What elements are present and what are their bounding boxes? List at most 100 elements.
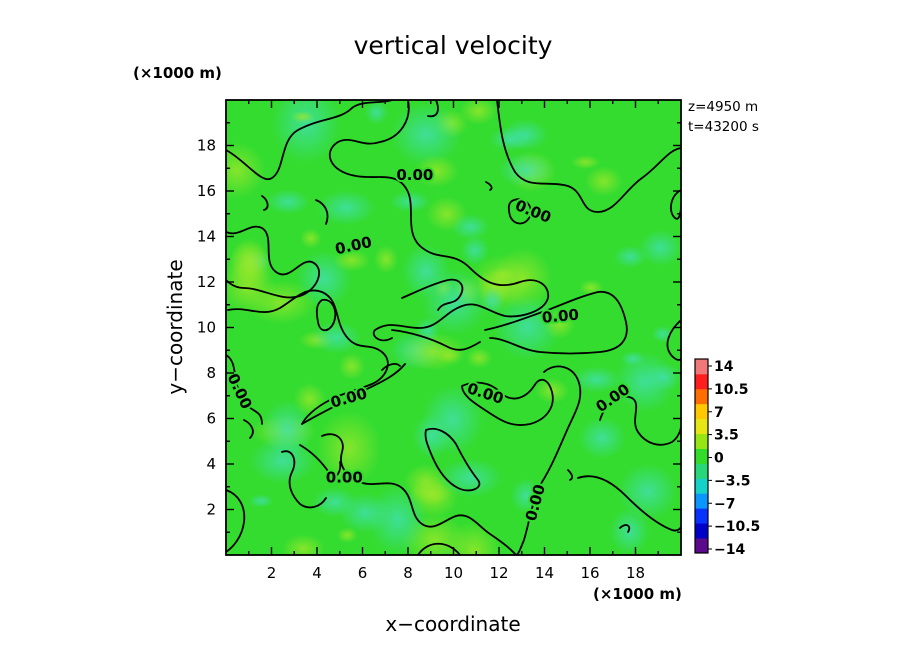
colorbar-segment (695, 388, 708, 405)
heatmap-blob (571, 155, 600, 170)
y-tick-label: 18 (197, 137, 216, 155)
heatmap-blob (400, 332, 467, 371)
contour-line (401, 278, 464, 311)
y-tick-label: 10 (197, 319, 216, 337)
contour-line (567, 469, 574, 481)
contour-line (417, 542, 461, 555)
heatmap-blob (290, 110, 315, 124)
x-tick-label: 2 (267, 564, 277, 582)
heatmap-blob (300, 228, 322, 249)
contour-line (485, 181, 493, 191)
colorbar-tick-label: 3.5 (714, 428, 739, 444)
heatmap-blob (230, 237, 269, 283)
heatmap-blob (466, 347, 493, 369)
zero-contours (226, 100, 681, 555)
heatmap-blob (543, 308, 576, 339)
heatmap-blob (337, 527, 358, 543)
colorbar-segment (695, 538, 708, 554)
heatmap-blob (373, 245, 399, 274)
heatmap-blob (364, 100, 388, 125)
heatmap-blob (421, 385, 483, 455)
heatmap-blob (572, 366, 621, 393)
heatmap-blob (493, 247, 553, 309)
heatmap-blob (413, 155, 460, 188)
heatmap-blob (226, 142, 266, 199)
y-tick-label: 16 (197, 182, 216, 200)
contour-line (226, 100, 393, 181)
contour-line (226, 225, 320, 299)
colorbar-tick-label: 0 (714, 451, 724, 467)
contour-line (226, 489, 246, 553)
colorbar-tick-label: 7 (714, 405, 724, 421)
heatmap-blob (491, 267, 516, 283)
contour-label: 0.00 (396, 166, 433, 184)
heatmap-blob (489, 127, 531, 152)
info-time: t=43200 s (688, 119, 759, 135)
colorbar-segment (695, 448, 708, 464)
x-axis-title: x−coordinate (385, 612, 520, 636)
heatmap-blob (266, 189, 310, 215)
y-tick-label: 14 (197, 228, 216, 246)
heatmap-blob (333, 249, 370, 272)
x-tick-label: 4 (312, 564, 322, 582)
heatmap-blob (644, 363, 681, 391)
contour-line (315, 298, 337, 332)
colorbar-segment (695, 523, 708, 539)
contour-line (301, 363, 406, 425)
y-tick-label: 6 (206, 410, 216, 428)
contour-line (484, 291, 628, 355)
x-tick-label: 8 (403, 564, 413, 582)
contour-line (577, 475, 681, 532)
x-tick-label: 18 (626, 564, 645, 582)
heatmap-blob (438, 458, 503, 498)
chart-title: vertical velocity (354, 31, 553, 60)
colorbar-frame (694, 358, 709, 554)
contour-line (507, 198, 532, 225)
contour-line (299, 444, 342, 478)
heatmap-blob (447, 521, 501, 555)
heatmap-blob (584, 166, 623, 197)
heatmap-blob (391, 102, 462, 166)
contour-line (599, 395, 681, 446)
heatmap-blob (609, 508, 650, 555)
x-tick-label: 16 (580, 564, 599, 582)
axis-ticks: 2 4 6 8 10 12 14 16 18 2 4 6 8 10 12 14 16 18 (197, 100, 681, 582)
heatmap-blob (421, 268, 488, 336)
contour-line (424, 427, 481, 492)
colorbar-segment (695, 418, 708, 435)
contour-line (515, 365, 582, 555)
y-tick-label: 8 (206, 364, 216, 382)
heatmap-blob (460, 235, 489, 265)
info-z-level: z=4950 m (688, 99, 758, 115)
heatmap-blob (639, 229, 681, 266)
contour-line (461, 378, 554, 426)
y-tick-label: 2 (206, 501, 216, 519)
colorbar-segment (695, 403, 708, 420)
heatmap-blob (498, 153, 554, 188)
contour-line (328, 100, 550, 342)
heatmap-blob (451, 214, 490, 240)
colorbar-tick-label: 10.5 (714, 382, 749, 398)
contour-line (496, 100, 681, 213)
x-tick-label: 12 (489, 564, 508, 582)
heatmap-blob (368, 485, 428, 554)
colorbar: 14 10.5 7 3.5 0 −3.5 −7 −10.5 −14 (694, 358, 760, 558)
colorbar-segment (695, 478, 708, 494)
colorbar-segment (695, 508, 708, 524)
heatmap-blob (261, 399, 313, 460)
y-axis-unit: (×1000 m) (133, 64, 222, 82)
contour-line (227, 289, 389, 425)
colorbar-segment (695, 359, 708, 375)
contour-line (315, 199, 329, 225)
heatmap-blob (459, 100, 497, 125)
colorbar-segment (695, 463, 708, 479)
contour-line (261, 195, 269, 211)
heatmap-blob (281, 534, 326, 555)
colorbar-tick-label: −10.5 (714, 519, 760, 535)
heatmap-field (226, 100, 681, 555)
contour-line (281, 450, 327, 509)
y-tick-label: 12 (197, 273, 216, 291)
heatmap-blob (316, 190, 376, 226)
contour-label: 0.00 (326, 469, 363, 487)
